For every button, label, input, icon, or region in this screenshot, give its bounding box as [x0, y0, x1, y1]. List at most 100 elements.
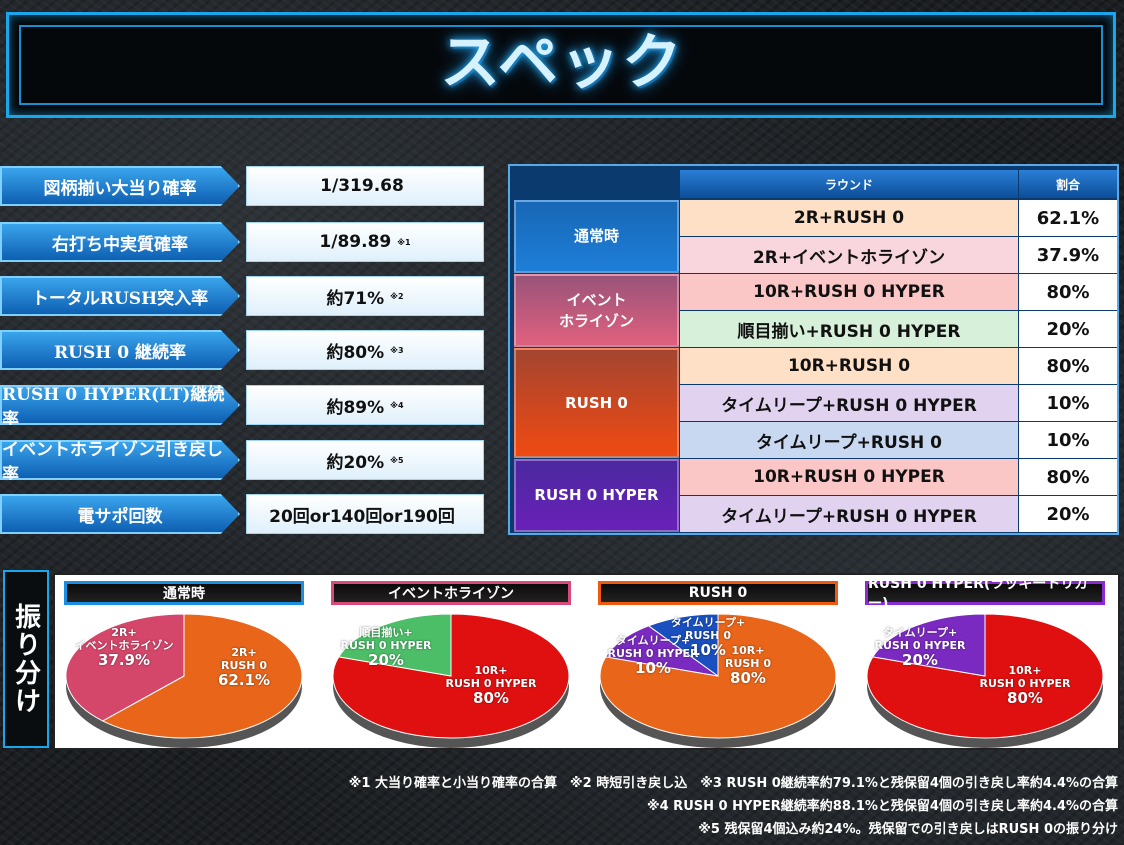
spec-value-text: 約71% — [326, 288, 385, 309]
pie-slice — [101, 613, 303, 739]
spec-label: RUSH 0 HYPER(LT)継続率 — [0, 385, 240, 425]
spec-label: 右打ち中実質確率 — [0, 222, 240, 262]
pie-slice-text: タイムリープ+ — [615, 634, 691, 647]
pie-slice — [65, 613, 185, 722]
spec-label: 電サポ回数 — [0, 494, 240, 534]
pie-slice — [604, 625, 719, 677]
page-title: スペック — [440, 28, 684, 98]
title-frame — [6, 12, 1116, 118]
pie-slice — [599, 613, 837, 739]
pie-slice-text: タイムリープ+ — [882, 626, 958, 639]
table-group-label: 通常時 — [514, 200, 679, 273]
table-cell-ratio: 37.9% — [1019, 237, 1117, 273]
spec-note: ※2 — [390, 291, 404, 301]
pie-slice-text: RUSH 0 HYPER — [607, 646, 699, 660]
table-cell-round: タイムリープ+RUSH 0 — [680, 422, 1018, 458]
pie-slice-text: RUSH 0 HYPER — [979, 676, 1071, 690]
pie-title: RUSH 0 HYPER(ラッキートリガー) — [865, 576, 1105, 612]
pie-slice-text: RUSH 0 — [684, 628, 731, 642]
pie-slice-text: RUSH 0 — [724, 656, 771, 670]
pie-slice-value: 10% — [635, 659, 671, 678]
table-cell-round: 10R+RUSH 0 — [680, 348, 1018, 384]
table-cell-ratio: 80% — [1019, 348, 1117, 384]
spec-value: 約80% ※3 — [246, 330, 484, 370]
pie-slice-text: 2R+ — [231, 646, 257, 659]
pie-slice — [337, 613, 452, 677]
footnote-line: ※4 RUSH 0 HYPER継続率約88.1%と残保留4個の引き戻し率約4.4… — [646, 799, 1118, 814]
table-cell-ratio: 20% — [1019, 311, 1117, 347]
table-header-round: ラウンド — [680, 170, 1018, 198]
pie-chart — [866, 613, 1104, 748]
table-cell-round: 10R+RUSH 0 HYPER — [680, 459, 1018, 495]
table-group-label: RUSH 0 HYPER — [514, 459, 679, 532]
spec-row: トータルRUSH突入率 約71% ※2 — [0, 276, 484, 316]
table-cell-round: 2R+RUSH 0 — [680, 200, 1018, 236]
spec-label: トータルRUSH突入率 — [0, 276, 240, 316]
spec-row: 右打ち中実質確率 1/89.89 ※1 — [0, 222, 484, 262]
footnote-line: ※1 大当り確率と小当り確率の合算 ※2 時短引き戻し込 ※3 RUSH 0継続… — [348, 776, 1118, 791]
spec-value: 1/319.68 — [246, 166, 484, 206]
pie-slice-value: 20% — [902, 651, 938, 670]
pie-slice-text: 10R+ — [731, 644, 765, 657]
pie-slice-value: 20% — [368, 651, 404, 670]
table-cell-round: 2R+イベントホライゾン — [680, 237, 1018, 273]
spec-value: 20回or140回or190回 — [246, 494, 484, 534]
spec-value: 約89% ※4 — [246, 385, 484, 425]
table-header-ratio: 割合 — [1019, 170, 1117, 198]
pie-title: 通常時 — [64, 581, 304, 605]
pie-slice-label: タイムリープ+ RUSH 0 HYPER 10% — [593, 634, 713, 678]
pie-slice — [647, 613, 719, 677]
pie-slice-label: 2R+ イベントホライゾン 37.9% — [64, 626, 184, 670]
table-cell-round: 順目揃い+RUSH 0 HYPER — [680, 311, 1018, 347]
spec-row: イベントホライゾン引き戻し率 約20% ※5 — [0, 440, 484, 480]
footnotes: ※1 大当り確率と小当り確率の合算 ※2 時短引き戻し込 ※3 RUSH 0継続… — [349, 772, 1118, 841]
pie-slice-value: 10% — [690, 641, 726, 660]
table-cell-ratio: 80% — [1019, 459, 1117, 495]
spec-row: RUSH 0 継続率 約80% ※3 — [0, 330, 484, 370]
spec-row: RUSH 0 HYPER(LT)継続率 約89% ※4 — [0, 385, 484, 425]
table-cell-ratio: 80% — [1019, 274, 1117, 310]
table-cell-ratio: 10% — [1019, 385, 1117, 421]
spec-note: ※3 — [390, 345, 404, 355]
distribution-tab: 振り分け — [3, 570, 49, 748]
spec-value-text: 1/319.68 — [320, 176, 404, 196]
spec-label: RUSH 0 継続率 — [0, 330, 240, 370]
spec-value: 約71% ※2 — [246, 276, 484, 316]
pie-slice-value: 80% — [473, 689, 509, 708]
pie-chart — [65, 613, 303, 748]
pie-slice-value: 80% — [730, 669, 766, 688]
spec-value: 約20% ※5 — [246, 440, 484, 480]
pie-slice-label: 2R+ RUSH 0 62.1% — [184, 646, 304, 690]
spec-value-text: 20回or140回or190回 — [269, 506, 455, 527]
pie-slice-text: RUSH 0 HYPER — [340, 638, 432, 652]
spec-note: ※4 — [390, 400, 404, 410]
table-cell-ratio: 62.1% — [1019, 200, 1117, 236]
round-table: ラウンド 割合 通常時 2R+RUSH 0 62.1% 2R+イベントホライゾン 37.… — [508, 164, 1119, 535]
pie-slice — [866, 613, 1104, 739]
pie-slice-value: 62.1% — [217, 671, 271, 690]
distribution-label: 振り分け — [10, 603, 41, 715]
spec-row: 図柄揃い大当り確率 1/319.68 — [0, 166, 484, 206]
pie-slice-text: 順目揃い+ — [359, 626, 413, 639]
pie-slice-label: 10R+ RUSH 0 HYPER 80% — [965, 664, 1085, 708]
spec-note: ※5 — [390, 455, 404, 465]
spec-value-text: 約89% — [326, 397, 385, 418]
table-cell-round: タイムリープ+RUSH 0 HYPER — [680, 385, 1018, 421]
footnote-line: ※5 残保留4個込み約24%。残保留での引き戻しはRUSH 0の振り分け — [698, 822, 1118, 837]
table-cell-round: 10R+RUSH 0 HYPER — [680, 274, 1018, 310]
pie-chart — [599, 613, 837, 748]
pie-slice-value: 37.9% — [97, 651, 151, 670]
spec-row: 電サポ回数 20回or140回or190回 — [0, 494, 484, 534]
pie-slice — [871, 613, 986, 677]
pie-slice-text: タイムリープ+ — [670, 616, 746, 629]
table-group-label: RUSH 0 — [514, 348, 679, 458]
pie-slice-text: RUSH 0 HYPER — [874, 638, 966, 652]
spec-note: ※1 — [397, 237, 411, 247]
pie-slice-value: 80% — [1007, 689, 1043, 708]
pie-title: RUSH 0 — [598, 581, 838, 605]
pie-slice-text: 10R+ — [474, 664, 508, 677]
pie-slice-text: RUSH 0 — [220, 658, 267, 672]
pie-slice-label: 10R+ RUSH 0 80% — [688, 644, 808, 688]
table-cell-ratio: 20% — [1019, 496, 1117, 532]
pie-chart — [332, 613, 570, 748]
